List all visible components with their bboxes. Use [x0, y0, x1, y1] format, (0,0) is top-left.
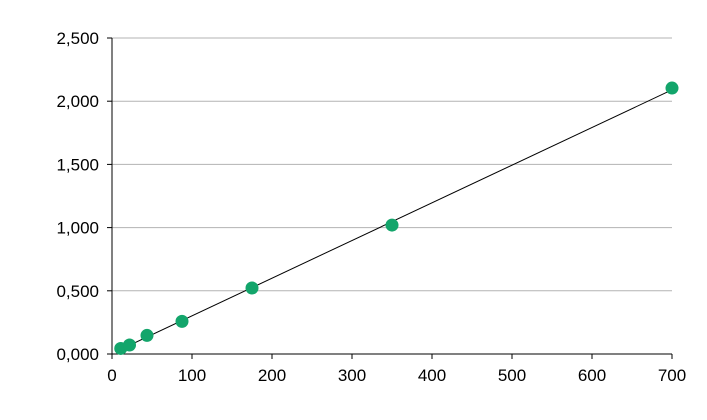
y-tick-label: 2,500	[56, 29, 99, 48]
x-tick-label: 700	[658, 366, 686, 385]
x-tick-label: 400	[418, 366, 446, 385]
x-tick-label: 300	[338, 366, 366, 385]
x-tick-label: 200	[258, 366, 286, 385]
y-tick-label: 0,500	[56, 282, 99, 301]
y-tick-label: 1,500	[56, 155, 99, 174]
y-tick-label: 2,000	[56, 92, 99, 111]
data-point	[245, 281, 259, 295]
y-tick-label: 1,000	[56, 219, 99, 238]
data-point	[665, 81, 679, 95]
trendline	[120, 89, 673, 350]
data-point	[175, 314, 189, 328]
x-tick-label: 600	[578, 366, 606, 385]
data-point	[140, 328, 154, 342]
y-tick-label: 0,000	[56, 345, 99, 364]
x-tick-label: 0	[107, 366, 116, 385]
x-tick-label: 500	[498, 366, 526, 385]
x-tick-label: 100	[178, 366, 206, 385]
data-point	[123, 338, 137, 352]
data-point	[385, 218, 399, 232]
